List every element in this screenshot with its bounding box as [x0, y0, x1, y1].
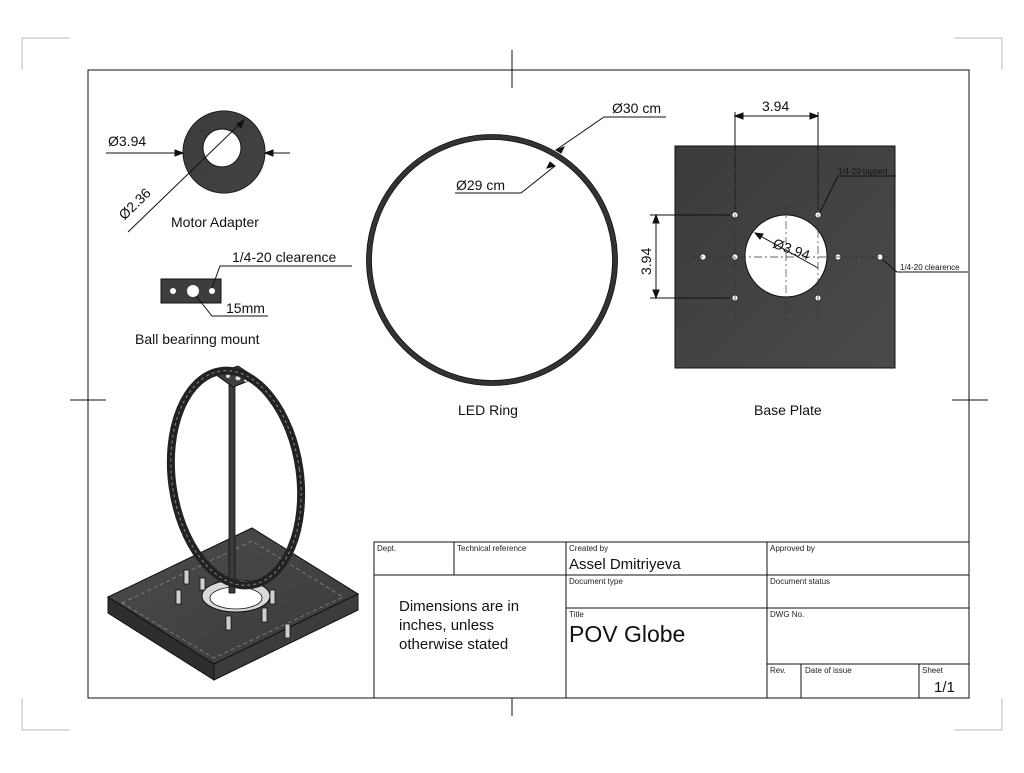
motor-adapter-part [182, 110, 266, 194]
bearing-mount-part [160, 278, 222, 304]
led-ring-dims [455, 116, 666, 194]
date-of-issue-label: Date of issue [805, 666, 852, 675]
tech-ref-label: Technical reference [457, 544, 527, 553]
base-plate-centerlines [690, 150, 895, 320]
base-plate-vertical-dim: 3.94 [638, 247, 654, 275]
led-ring-part [366, 134, 618, 386]
bearing-mount-dims [195, 265, 352, 317]
created-by-label: Created by [569, 544, 609, 553]
led-ring-title: LED Ring [458, 402, 518, 418]
led-ring-inner-dim: Ø29 cm [456, 177, 506, 193]
led-ring-outer-dim: Ø30 cm [612, 100, 662, 116]
bearing-mount-title: Ball bearinng mount [135, 331, 260, 347]
base-plate-title: Base Plate [754, 402, 822, 418]
isometric-assembly [106, 365, 360, 681]
approved-by-label: Approved by [770, 544, 815, 553]
motor-adapter-outer-dim: Ø3.94 [108, 133, 147, 149]
drawing-title: POV Globe [569, 621, 686, 647]
sheet-number: 1/1 [934, 679, 955, 696]
base-plate-tapped-note: 1/4-20 tapped [838, 167, 888, 176]
units-note: Dimensions are in inches, unless otherwi… [399, 598, 520, 653]
bearing-mount-hole-note: 1/4-20 clearence [232, 249, 337, 265]
dwg-no-label: DWG No. [770, 610, 805, 619]
center-marks [70, 50, 988, 716]
motor-adapter-title: Motor Adapter [171, 214, 259, 230]
bearing-mount-center-dim: 15mm [226, 300, 265, 316]
created-by-value: Assel Dmitriyeva [569, 556, 681, 573]
motor-adapter-dims [106, 118, 290, 233]
title-block-lines [373, 541, 970, 699]
base-plate-horizontal-dim: 3.94 [762, 98, 790, 114]
sheet-label: Sheet [922, 666, 943, 675]
crop-marks [21, 37, 1003, 731]
base-plate-clearance-note: 1/4-20 clearence [900, 263, 960, 272]
doc-type-label: Document type [569, 577, 623, 586]
title-label: Title [569, 610, 584, 619]
dept-label: Dept. [377, 544, 397, 553]
doc-status-label: Document status [770, 577, 831, 586]
rev-label: Rev. [770, 666, 786, 675]
